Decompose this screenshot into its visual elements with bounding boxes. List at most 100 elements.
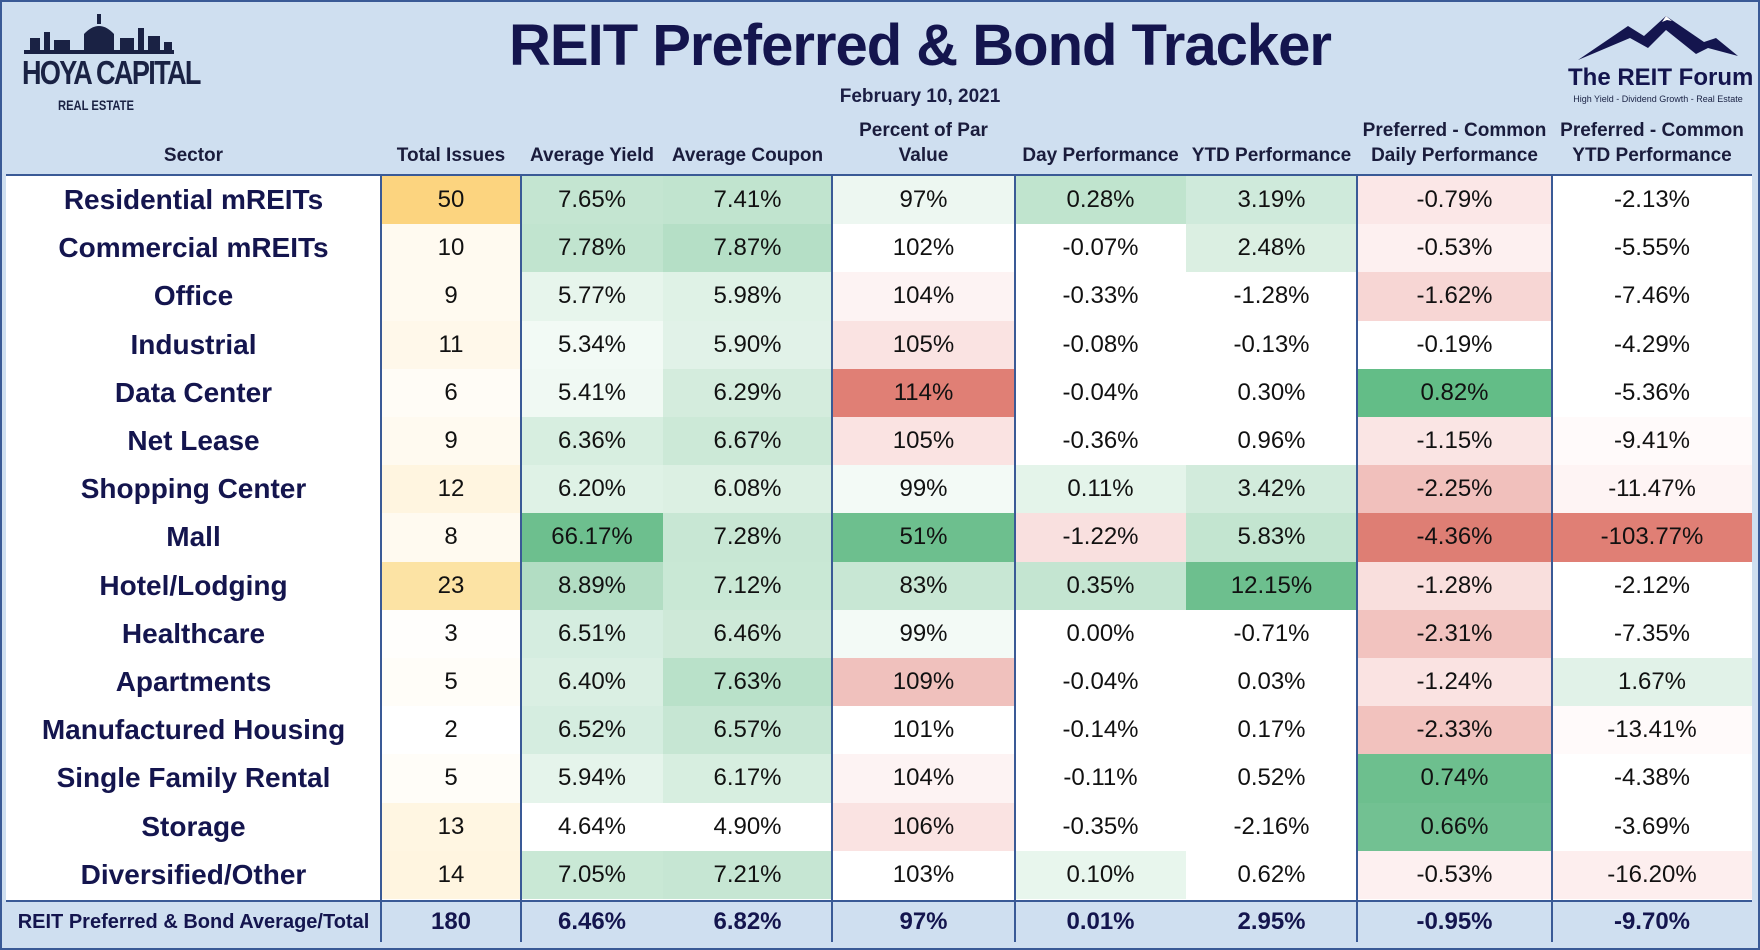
table-cell: 7.87% [663,224,832,273]
table-cell: 2 [381,706,521,755]
table-cell: 0.66% [1357,802,1552,851]
table-cell: -5.55% [1552,224,1752,273]
table-cell: 5.83% [1186,513,1357,562]
table-cell: -0.19% [1357,320,1552,369]
table-cell: -0.53% [1357,224,1552,273]
sector-name: Industrial [130,328,257,360]
sector-name: Diversified/Other [80,858,307,890]
table-cell: 14 [381,850,521,899]
sector-name: Commercial mREITs [58,232,329,264]
sector-name: Manufactured Housing [41,714,346,746]
table-cell: 99% [832,465,1015,514]
table-cell: 5.77% [521,272,663,321]
table-cell: 114% [832,368,1015,417]
table-cell: 0.82% [1357,368,1552,417]
table-cell: 7.12% [663,561,832,610]
table-cell: -2.33% [1357,706,1552,755]
table-cell: 6.52% [521,706,663,755]
table-cell: 0.62% [1186,850,1357,899]
table-cell: 0.96% [1186,417,1357,466]
table-cell: 101% [832,706,1015,755]
table-cell: -0.71% [1186,609,1357,658]
table-cell: 0.28% [1015,176,1186,225]
footer-label: REIT Preferred & Bond Average/Total [17,910,370,933]
column-header: Percent of Par Value [859,120,988,166]
table-cell: -13.41% [1552,706,1752,755]
column-divider [831,176,833,942]
hoya-capital-logo: HOYA CAPITAL REAL ESTATE [22,12,201,113]
page-title: REIT Preferred & Bond Tracker [509,13,1332,78]
table-cell: 7.21% [663,850,832,899]
table-cell: 6.08% [663,465,832,514]
table-cell: -11.47% [1552,465,1752,514]
table-cell: -0.04% [1015,658,1186,707]
table-cell: 0.35% [1015,561,1186,610]
sector-name: Apartments [115,666,272,698]
footer-cell: 6.82% [713,908,782,935]
column-header: Average Yield [530,145,654,166]
table-cell: -2.25% [1357,465,1552,514]
table-cell: 104% [832,272,1015,321]
table-cell: 9 [381,272,521,321]
table-cell: 7.05% [521,850,663,899]
table-cell: -9.41% [1552,417,1752,466]
table-cell: -1.62% [1357,272,1552,321]
column-divider [520,176,522,942]
table-cell: 105% [832,417,1015,466]
table-cell: -2.31% [1357,609,1552,658]
table-cell: 8 [381,513,521,562]
table-cell: 3.19% [1186,176,1357,225]
table-cell: -0.07% [1015,224,1186,273]
table-footer-row [6,900,1752,944]
table-cell: 7.28% [663,513,832,562]
column-divider [1551,176,1553,942]
table-cell: 0.10% [1015,850,1186,899]
table-cell: -1.28% [1186,272,1357,321]
table-cell: -0.04% [1015,368,1186,417]
table-cell: 6.51% [521,609,663,658]
table-cell: 6.17% [663,754,832,803]
table-cell: -0.08% [1015,320,1186,369]
table-cell: -1.15% [1357,417,1552,466]
table-cell: 6.36% [521,417,663,466]
table-cell: 4.90% [663,802,832,851]
sector-name: Hotel/Lodging [99,569,288,601]
table-cell: -1.24% [1357,658,1552,707]
table-cell: 4.64% [521,802,663,851]
table-cell: -5.36% [1552,368,1752,417]
table-cell: 5 [381,754,521,803]
sector-name: Office [153,280,234,312]
footer-cell: -9.70% [1613,908,1691,935]
column-header: Average Coupon [671,145,824,166]
table-cell: 12 [381,465,521,514]
column-divider [1014,176,1016,942]
table-cell: 3 [381,609,521,658]
table-cell: 9 [381,417,521,466]
column-header: YTD Performance [1191,145,1352,166]
sector-name: Net Lease [127,425,260,457]
sector-name: Single Family Rental [56,762,331,794]
table-cell: 104% [832,754,1015,803]
mountain-icon [1578,16,1738,60]
table-cell: 6.29% [663,368,832,417]
table-cell: 0.17% [1186,706,1357,755]
table-cell: 99% [832,609,1015,658]
footer-cell: 97% [899,908,948,935]
table-cell: 103% [832,850,1015,899]
table-cell: 109% [832,658,1015,707]
sector-name: Healthcare [121,617,266,649]
hoya-logo-name: HOYA CAPITAL [22,54,201,91]
table-cell: 50 [381,176,521,225]
reit-forum-logo: The REIT Forum High Yield - Dividend Gro… [1568,12,1753,108]
footer-cell: 2.95% [1237,908,1306,935]
table-cell: -1.22% [1015,513,1186,562]
table-cell: -3.69% [1552,802,1752,851]
table-cell: -0.14% [1015,706,1186,755]
table-cell: -2.16% [1186,802,1357,851]
table-cell: 5 [381,658,521,707]
column-divider [380,176,382,942]
footer-cell: 0.01% [1066,908,1135,935]
table-cell: 97% [832,176,1015,225]
table-cell: -0.53% [1357,850,1552,899]
table-cell: 0.11% [1015,465,1186,514]
